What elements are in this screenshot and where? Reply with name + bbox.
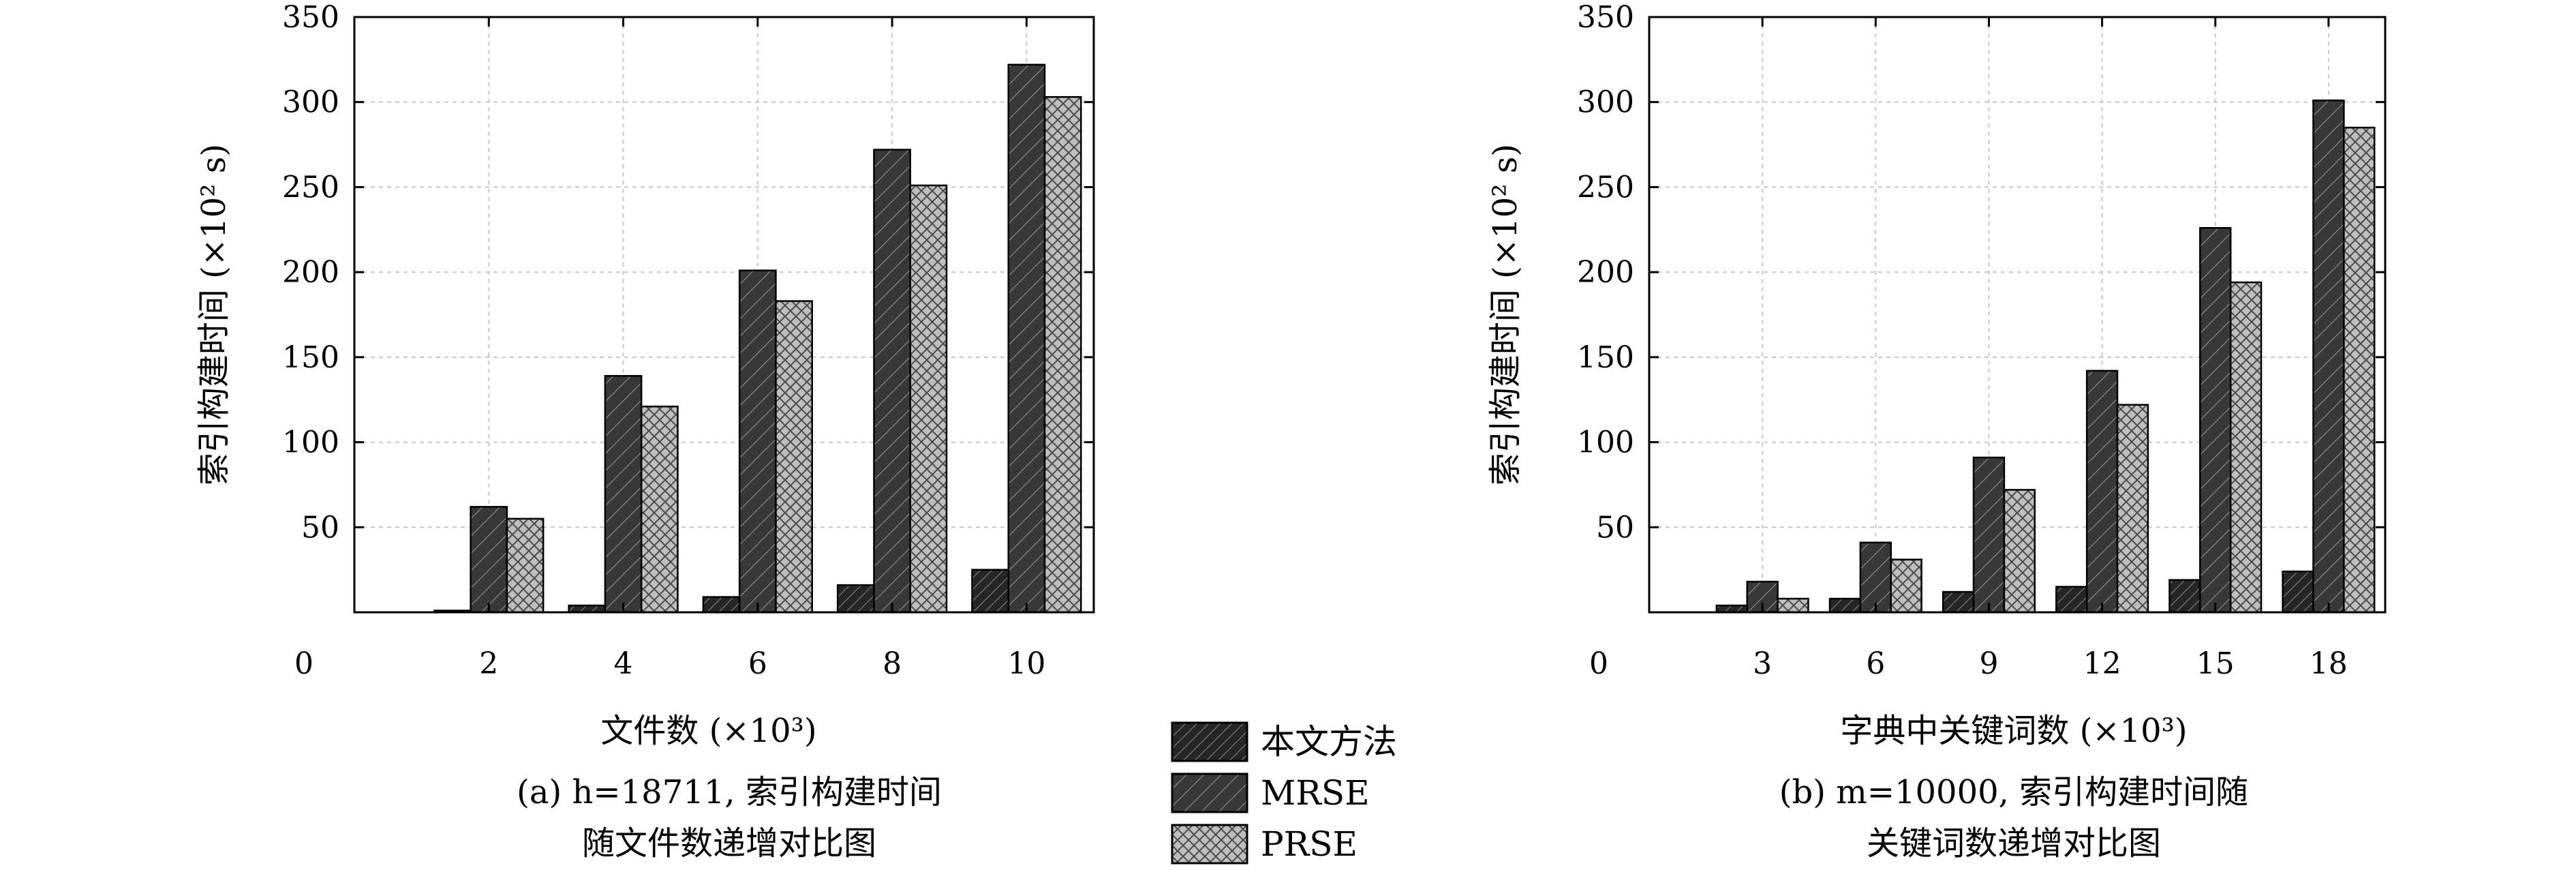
panel-0-ytick-label-5: 300 [282, 85, 339, 120]
panel-1-ytick-label-2: 150 [1577, 340, 1634, 375]
legend-swatch-2 [1171, 824, 1248, 865]
legend-swatch-0 [1171, 721, 1248, 762]
panel-1-y-axis-title: 索引构建时间 (×10² s) [1486, 144, 1524, 485]
panel-0-bar-s2-c3 [909, 184, 948, 614]
panel-1-bar-s2-c2 [2003, 489, 2036, 614]
panel-1-xtick-label-1: 6 [1866, 646, 1885, 681]
panel-1-bar-s0-c4 [2168, 579, 2201, 614]
panel-1-bar-s0-c3 [2055, 586, 2088, 614]
panel-0-bar-s0-c4 [971, 569, 1009, 614]
panel-0-x-axis-title: 文件数 (×10³) [600, 712, 816, 750]
panel-1-x-axis-title: 字典中关键词数 (×10³) [1840, 712, 2187, 750]
panel-0-xtick-label-3: 8 [883, 646, 902, 681]
panel-1-bar-s0-c2 [1942, 590, 1975, 614]
panel-1-ytick-label-3: 200 [1577, 255, 1634, 290]
panel-0-origin-label: 0 [294, 646, 313, 681]
legend-label-1: MRSE [1261, 773, 1370, 813]
panel-1-bar-s2-c1 [1890, 558, 1922, 614]
legend: 本文方法 MRSE PRSE [1171, 721, 1397, 865]
panel-0-bar-s2-c4 [1043, 95, 1082, 614]
panel-0-bar-s0-c3 [836, 584, 875, 614]
panel-1-ytick-label-4: 250 [1577, 170, 1634, 205]
panel-1-ytick-label-5: 300 [1577, 85, 1634, 120]
panel-0-xtick-label-1: 4 [614, 646, 633, 681]
panel-1-bar-s2-c0 [1777, 597, 1809, 614]
panel-0-bar-s1-c3 [873, 149, 911, 614]
panel-0-bar-s1-c2 [738, 269, 777, 614]
panel-1-bar-s1-c1 [1859, 541, 1892, 614]
panel-1-bar-s1-c5 [2312, 99, 2345, 614]
panel-1-bar-s1-c4 [2199, 227, 2232, 614]
panel-1-xtick-label-4: 15 [2196, 646, 2235, 681]
panel-0-ytick-label-4: 250 [282, 170, 339, 205]
panel-0-plot-frame [353, 16, 1095, 614]
panel-0-xtick-label-2: 6 [748, 646, 767, 681]
panel-1-bar-s0-c5 [2282, 570, 2314, 614]
panel-0-bar-s2-c0 [506, 518, 545, 614]
panel-0-ytick-label-3: 200 [282, 255, 339, 290]
panel-0-ytick-label-2: 150 [282, 340, 339, 375]
panel-1-bar-s1-c2 [1972, 456, 2006, 614]
panel-0-caption-line-1: (a) h=18711, 索引构建时间 [517, 773, 942, 811]
panel-0-bar-s1-c4 [1007, 63, 1046, 614]
panel-1-ytick-label-6: 350 [1577, 0, 1634, 35]
panel-b: 50 100 150 200 250 300 350 0 3 6 9 12 15 18 字典中关键词数 (×… [1486, 0, 2387, 862]
panel-0-ytick-label-6: 350 [282, 0, 339, 35]
panel-1-caption-line-2: 关键词数递增对比图 [1867, 824, 2161, 862]
panel-1-ytick-label-1: 100 [1577, 425, 1634, 460]
panel-0-bar-s2-c2 [775, 300, 813, 614]
panel-a: 50 100 150 200 250 300 350 0 2 4 6 8 10 文件数 (×10³) 索引构… [195, 0, 1095, 862]
legend-entry-0: 本文方法 [1171, 721, 1397, 762]
legend-entry-2: PRSE [1171, 824, 1358, 865]
panel-0-y-axis-title: 索引构建时间 (×10² s) [195, 144, 233, 485]
panel-0-xtick-label-4: 10 [1007, 646, 1045, 681]
panel-0-bar-s0-c2 [702, 596, 741, 614]
panel-1-xtick-label-2: 9 [1979, 646, 1998, 681]
panel-0-bar-s2-c1 [640, 405, 679, 614]
panel-0-bar-s1-c0 [470, 506, 508, 614]
panel-1-bar-s0-c1 [1828, 597, 1862, 614]
panel-1-bar-s2-c5 [2343, 126, 2376, 614]
panel-1-bar-s1-c3 [2085, 370, 2119, 614]
panel-1-bar-s2-c3 [2116, 404, 2149, 614]
panel-1-ytick-label-0: 50 [1596, 510, 1634, 545]
panel-1-xtick-label-5: 18 [2310, 646, 2348, 681]
panel-1-xtick-label-0: 3 [1753, 646, 1772, 681]
legend-swatch-1 [1171, 772, 1248, 813]
panel-0-ytick-label-0: 50 [301, 510, 339, 545]
panel-0-ytick-label-1: 100 [282, 425, 339, 460]
panel-1-xtick-label-3: 12 [2083, 646, 2121, 681]
panel-0-bar-s1-c1 [604, 375, 643, 614]
panel-0-xtick-label-0: 2 [479, 646, 498, 681]
panel-1-origin-label: 0 [1589, 646, 1608, 681]
panel-1-caption-line-1: (b) m=10000, 索引构建时间随 [1779, 773, 2248, 811]
panel-0-caption-line-2: 随文件数递增对比图 [582, 824, 876, 862]
legend-label-2: PRSE [1261, 824, 1358, 864]
legend-label-0: 本文方法 [1261, 722, 1397, 762]
panel-1-bar-s2-c4 [2229, 281, 2263, 614]
legend-entry-1: MRSE [1171, 772, 1370, 813]
panel-1-plot-frame [1648, 16, 2387, 614]
